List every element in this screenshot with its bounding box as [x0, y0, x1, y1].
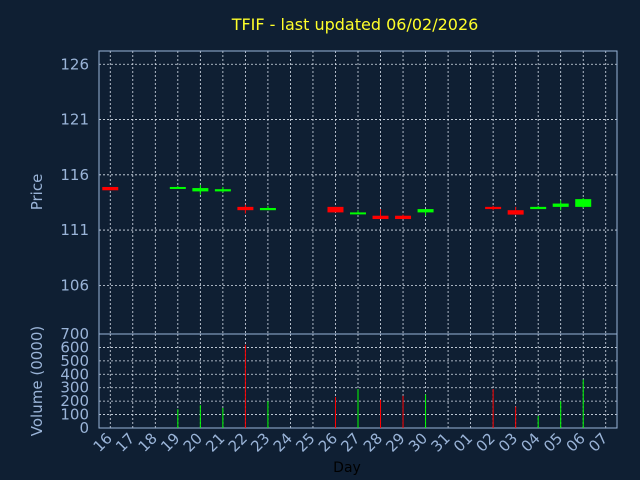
price-tick-label: 106 [60, 276, 89, 294]
candle-body [259, 207, 276, 211]
volume-tick-label: 300 [60, 379, 89, 397]
volume-axis-label: Volume (0000) [28, 326, 46, 436]
price-tick-label: 111 [60, 221, 89, 239]
candle-body [575, 199, 592, 207]
volume-tick-label: 0 [79, 419, 89, 437]
price-tick-label: 121 [60, 111, 89, 129]
price-panel: 126 121 116 111 106 [60, 50, 618, 335]
candle-body [327, 206, 344, 213]
chart-title: TFIF - last updated 06/02/2026 [231, 15, 479, 34]
candle-body [552, 203, 569, 207]
candle-body [237, 206, 254, 211]
candle-body [192, 188, 209, 192]
candle-body [169, 186, 186, 189]
volume-tick-label: 500 [60, 352, 89, 370]
price-axis-label: Price [28, 174, 46, 211]
candle-body [395, 215, 412, 220]
volume-tick-label: 100 [60, 406, 89, 424]
candle-body [214, 189, 231, 192]
candle-body [530, 206, 547, 210]
volume-tick-label: 600 [60, 338, 89, 356]
candle-body [102, 186, 119, 191]
volume-tick-label: 700 [60, 325, 89, 343]
candle-body [417, 209, 434, 213]
candle-body [372, 215, 389, 220]
x-axis-label: Day [333, 460, 361, 476]
price-tick-label: 126 [60, 55, 89, 73]
candle-body [350, 212, 366, 215]
x-axis: 1617181920212223242526272829303101020304… [90, 429, 612, 455]
volume-tick-label: 400 [60, 365, 89, 383]
volume-tick-label: 200 [60, 392, 89, 410]
price-tick-label: 116 [60, 166, 89, 184]
candle-body [485, 206, 502, 210]
x-tick-label: 07 [585, 429, 611, 455]
candle-body [507, 210, 524, 215]
